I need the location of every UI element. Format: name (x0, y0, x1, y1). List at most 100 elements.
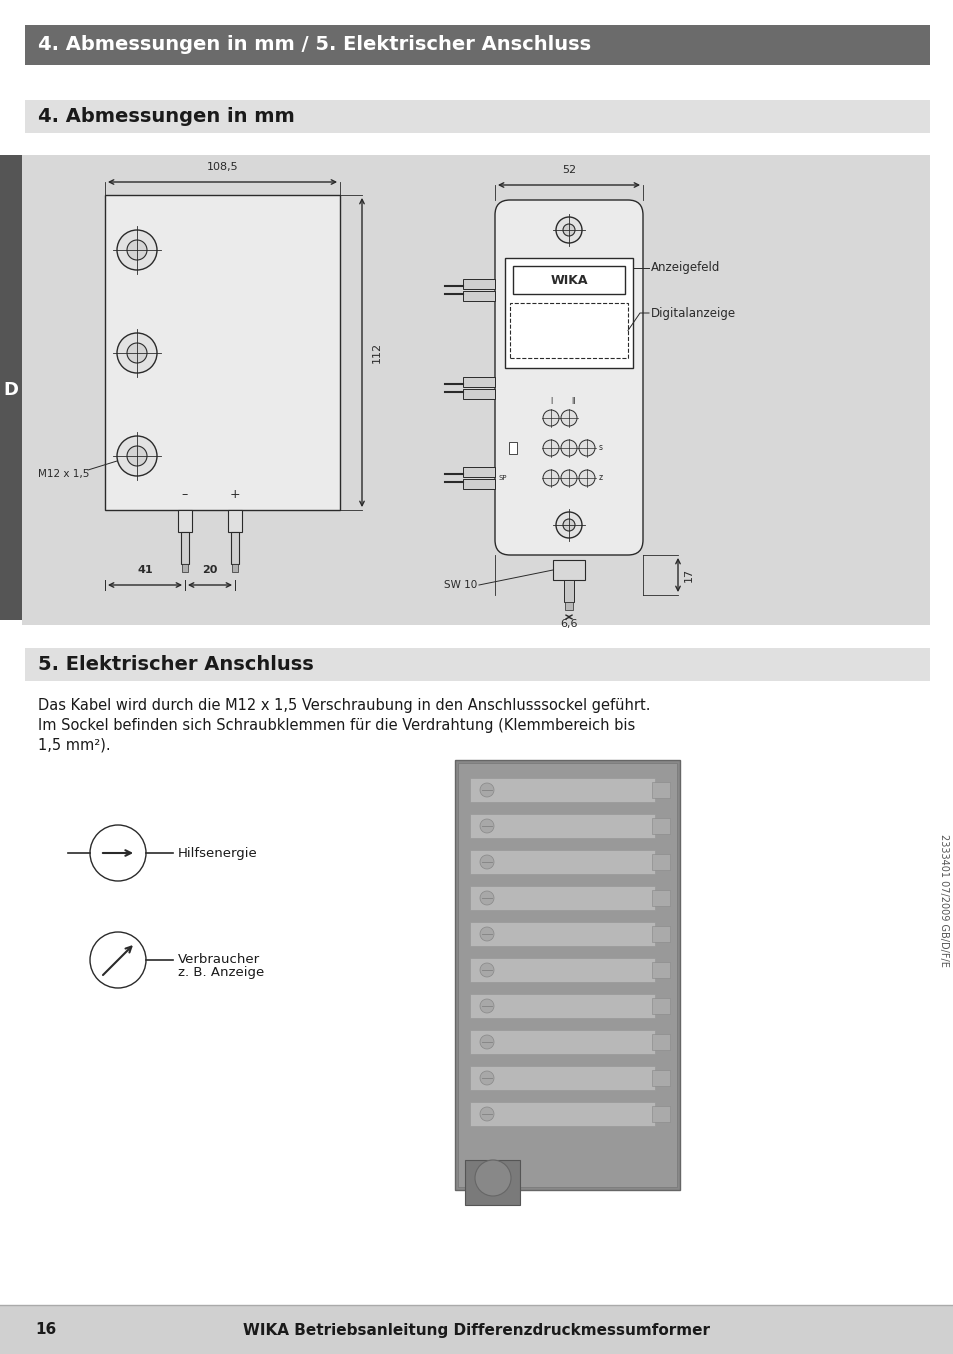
Circle shape (542, 470, 558, 486)
Text: 52: 52 (561, 165, 576, 175)
Circle shape (578, 440, 595, 456)
Text: 5. Elektrischer Anschluss: 5. Elektrischer Anschluss (38, 655, 314, 674)
Bar (563, 580, 574, 603)
Text: SW 10: SW 10 (443, 580, 476, 590)
Bar (470, 886, 655, 910)
Text: 16: 16 (35, 1323, 56, 1338)
Bar (651, 890, 669, 906)
Bar (651, 783, 669, 798)
Bar (651, 818, 669, 834)
Bar (462, 479, 495, 489)
Circle shape (562, 223, 575, 236)
Bar (105, 195, 339, 510)
Bar (0, 154, 22, 620)
Bar (232, 565, 237, 571)
Bar (651, 1070, 669, 1086)
Bar (651, 961, 669, 978)
Bar (182, 565, 188, 571)
Bar (25, 24, 929, 65)
Text: Anzeigefeld: Anzeigefeld (650, 261, 720, 275)
Circle shape (560, 470, 577, 486)
Text: s: s (598, 444, 602, 452)
Text: 112: 112 (372, 343, 381, 363)
Circle shape (127, 445, 147, 466)
Text: Das Kabel wird durch die M12 x 1,5 Verschraubung in den Anschlusssockel geführt.: Das Kabel wird durch die M12 x 1,5 Versc… (38, 699, 650, 714)
Circle shape (479, 1108, 494, 1121)
Text: Digitalanzeige: Digitalanzeige (650, 306, 736, 320)
Text: WIKA: WIKA (550, 274, 587, 287)
Text: 17: 17 (683, 567, 693, 582)
Circle shape (560, 440, 577, 456)
Circle shape (479, 854, 494, 869)
Text: Hilfsenergie: Hilfsenergie (178, 846, 257, 860)
Circle shape (479, 963, 494, 978)
Circle shape (479, 891, 494, 904)
Circle shape (542, 440, 558, 456)
Circle shape (479, 1034, 494, 1049)
Circle shape (479, 927, 494, 941)
Bar (470, 959, 655, 982)
Bar (462, 291, 495, 301)
Text: 6,6: 6,6 (559, 619, 578, 630)
Bar (510, 303, 627, 357)
Bar (470, 850, 655, 873)
Bar (504, 259, 633, 368)
Circle shape (560, 410, 577, 427)
Bar (22, 154, 929, 626)
Bar (470, 1030, 655, 1053)
FancyBboxPatch shape (495, 200, 642, 555)
Bar (651, 1106, 669, 1122)
Text: z: z (598, 474, 602, 482)
Bar (462, 389, 495, 399)
Text: D: D (4, 380, 18, 399)
Bar (178, 510, 192, 532)
Bar (651, 854, 669, 871)
Bar (464, 1160, 519, 1205)
Bar (470, 1066, 655, 1090)
Circle shape (479, 1071, 494, 1085)
Bar (553, 561, 584, 580)
Text: I: I (549, 398, 552, 406)
Bar (462, 376, 495, 387)
Bar (651, 1034, 669, 1049)
Bar (470, 814, 655, 838)
Circle shape (556, 512, 581, 538)
Text: Verbraucher: Verbraucher (178, 953, 260, 965)
Circle shape (479, 999, 494, 1013)
Bar (509, 441, 517, 454)
Circle shape (117, 333, 157, 372)
Circle shape (475, 1160, 511, 1196)
Circle shape (578, 470, 595, 486)
Text: Im Sockel befinden sich Schraubklemmen für die Verdrahtung (Klemmbereich bis: Im Sockel befinden sich Schraubklemmen f… (38, 718, 635, 733)
Circle shape (90, 932, 146, 988)
Bar (651, 926, 669, 942)
Circle shape (479, 819, 494, 833)
Text: II: II (571, 398, 576, 406)
Bar (457, 764, 677, 1187)
Text: –: – (182, 489, 188, 501)
Circle shape (90, 825, 146, 881)
Circle shape (479, 783, 494, 798)
Bar (0, 1305, 953, 1354)
Bar (25, 100, 929, 133)
Text: 2333401 07/2009 GB/D/F/E: 2333401 07/2009 GB/D/F/E (938, 834, 948, 967)
Bar (651, 998, 669, 1014)
Circle shape (542, 410, 558, 427)
Bar (231, 532, 239, 565)
Text: 4. Abmessungen in mm: 4. Abmessungen in mm (38, 107, 294, 126)
Bar (462, 279, 495, 288)
Text: SP: SP (498, 475, 506, 481)
Circle shape (117, 436, 157, 477)
Text: +: + (230, 489, 240, 501)
Bar (564, 603, 573, 611)
Text: WIKA Betriebsanleitung Differenzdruckmessumformer: WIKA Betriebsanleitung Differenzdruckmes… (243, 1323, 710, 1338)
Bar (513, 265, 624, 294)
Bar (470, 779, 655, 802)
Circle shape (127, 240, 147, 260)
Text: 41: 41 (137, 565, 152, 575)
Bar (181, 532, 189, 565)
Text: 108,5: 108,5 (207, 162, 238, 172)
Circle shape (556, 217, 581, 242)
Bar (455, 760, 679, 1190)
Bar (25, 649, 929, 681)
